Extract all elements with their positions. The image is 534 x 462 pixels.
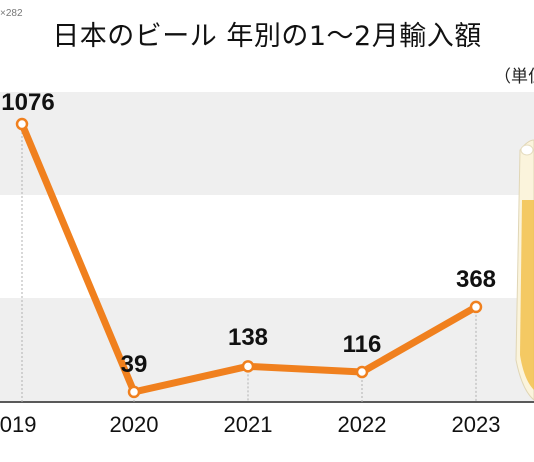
data-point	[15, 117, 29, 131]
data-points	[15, 117, 483, 399]
chart-title: 日本のビール 年別の1～2月輸入額	[52, 21, 482, 52]
data-label: 1076	[1, 89, 54, 116]
grid-band	[0, 92, 534, 195]
data-point	[469, 300, 483, 314]
data-point	[241, 360, 255, 373]
data-point	[355, 365, 369, 379]
x-tick-label: 2021	[224, 412, 273, 437]
data-point	[127, 385, 141, 399]
x-tick-label: 2020	[110, 412, 159, 437]
x-tick-label: 2022	[338, 412, 387, 437]
grid-band	[0, 298, 534, 401]
x-tick-label: 2019	[0, 412, 36, 437]
data-label: 368	[456, 266, 496, 293]
data-label: 138	[228, 324, 268, 351]
unit-label: （単位	[494, 67, 534, 87]
background-bands	[0, 92, 534, 401]
x-tick-label: 2023	[452, 412, 501, 437]
beer-glass-icon	[515, 139, 534, 401]
x-tick-labels: 2019 2020 2021 2022 2023	[0, 412, 500, 437]
data-label: 39	[121, 351, 148, 378]
data-label: 116	[343, 331, 382, 358]
data-labels: 1076 39 138 116 368	[1, 89, 496, 378]
corner-note: ×282	[0, 8, 23, 19]
